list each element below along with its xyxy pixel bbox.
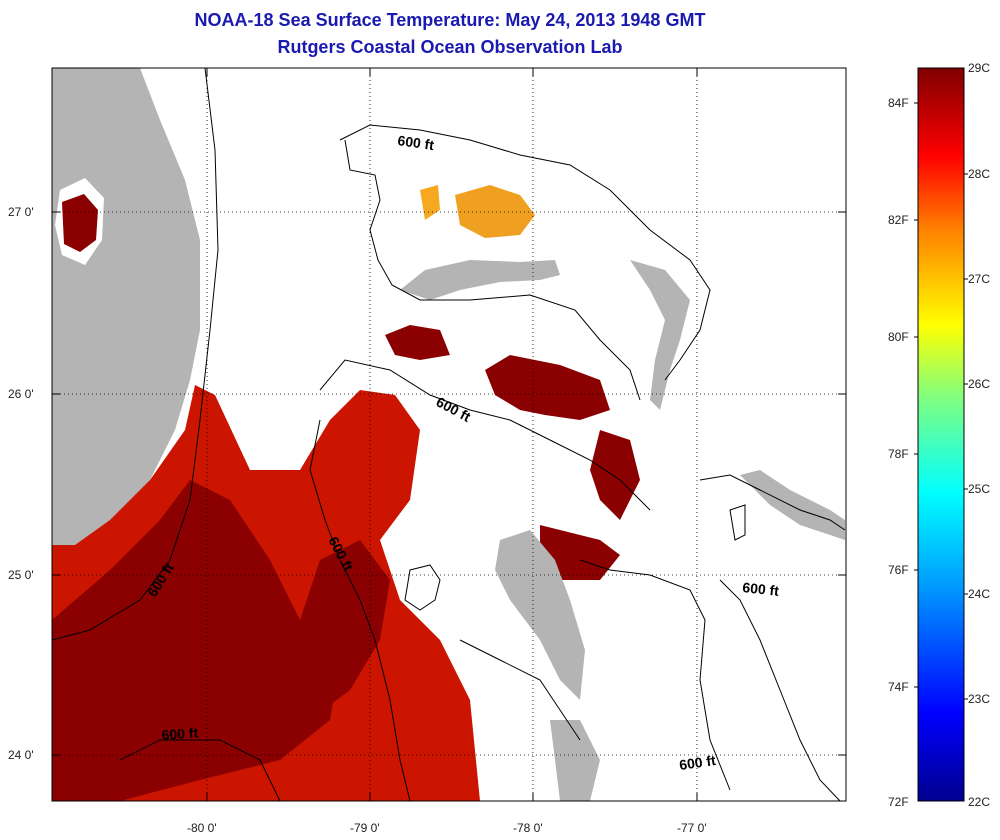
sst-region-orange xyxy=(455,185,535,238)
colorbar-c-25: 25C xyxy=(968,482,990,496)
graticule xyxy=(52,68,846,801)
colorbar-c-24: 24C xyxy=(968,587,990,601)
isobath-contours xyxy=(52,68,846,801)
lon-label-80: -80 0' xyxy=(187,821,217,835)
sst-region-core xyxy=(52,480,340,801)
lon-label-77: -77 0' xyxy=(677,821,707,835)
contour-label: 600 ft xyxy=(678,752,717,773)
sst-region-core-2 xyxy=(290,540,390,720)
colorbar-f-80: 80F xyxy=(888,330,909,344)
lon-label-78: -78 0' xyxy=(513,821,543,835)
colorbar-f-82: 82F xyxy=(888,213,909,227)
colorbar-c-29: 29C xyxy=(968,61,990,75)
map-border xyxy=(51,67,847,802)
lon-label-79: -79 0' xyxy=(350,821,380,835)
sst-region-north xyxy=(385,325,450,360)
colorbar-c-22: 22C xyxy=(968,795,990,809)
lat-label-27: 27 0' xyxy=(8,205,34,219)
contour-label: 600 ft xyxy=(742,579,780,599)
colorbar xyxy=(917,67,965,802)
colorbar-f-78: 78F xyxy=(888,447,909,461)
lat-label-26: 26 0' xyxy=(8,387,34,401)
colorbar-f-76: 76F xyxy=(888,563,909,577)
sst-region-east xyxy=(485,355,610,420)
andros-south-land xyxy=(550,720,600,801)
axis-ticks xyxy=(52,68,846,801)
map-subtitle: Rutgers Coastal Ocean Observation Lab xyxy=(277,37,623,57)
colorbar-f-84: 84F xyxy=(888,96,909,110)
grand-bahama-land xyxy=(400,260,560,300)
lat-label-24: 24 0' xyxy=(8,748,34,762)
colorbar-c-27: 27C xyxy=(968,272,990,286)
contour-label: 600 ft xyxy=(161,724,199,743)
abaco-land xyxy=(630,260,690,410)
colorbar-c-23: 23C xyxy=(968,692,990,706)
eleuthera-land xyxy=(740,470,845,540)
colorbar-f-72: 72F xyxy=(888,795,909,809)
lake-okeechobee-sst xyxy=(62,194,98,252)
map-title: NOAA-18 Sea Surface Temperature: May 24,… xyxy=(194,10,706,30)
andros-land xyxy=(495,530,585,700)
sst-region-orange-2 xyxy=(420,185,440,220)
sst-region-patch xyxy=(590,430,640,520)
contour-label: 600 ft xyxy=(397,132,436,153)
colorbar-ticks xyxy=(914,102,968,700)
lat-label-25: 25 0' xyxy=(8,568,34,582)
colorbar-f-74: 74F xyxy=(888,680,909,694)
colorbar-c-26: 26C xyxy=(968,377,990,391)
colorbar-c-28: 28C xyxy=(968,167,990,181)
